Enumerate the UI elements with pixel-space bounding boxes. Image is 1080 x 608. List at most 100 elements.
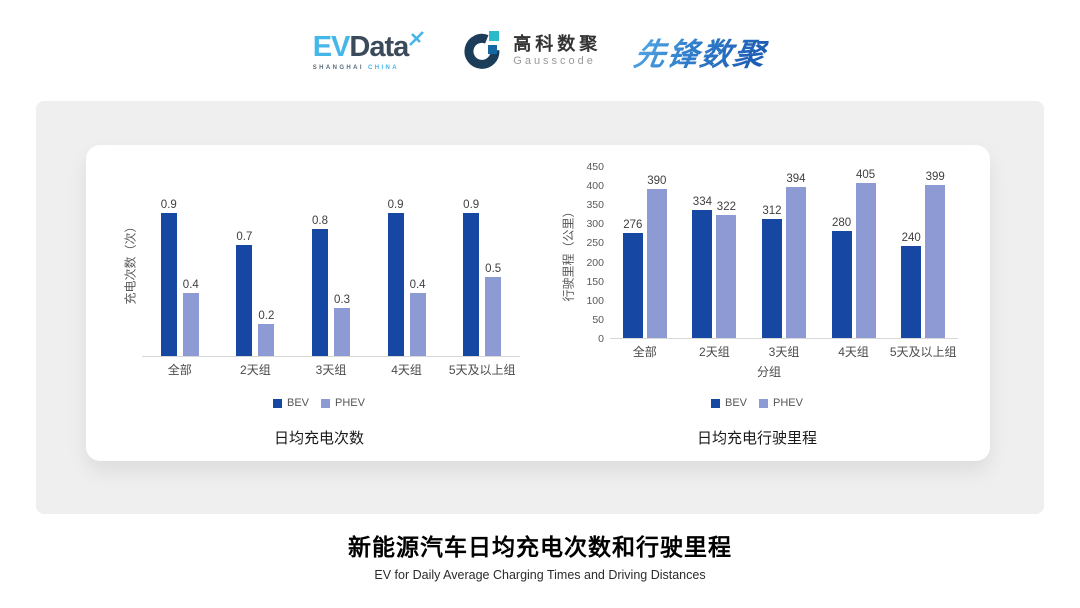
- bar-column: 312: [761, 167, 782, 338]
- bar-value-label: 0.8: [311, 215, 328, 227]
- bar-column: 0.3: [333, 167, 350, 356]
- y-axis-title-wrap: 充电次数（次）: [118, 167, 142, 381]
- plot-area: 276 390 334 322 312 394 280 405 240 399: [610, 167, 958, 339]
- category-label: 2天组: [240, 362, 271, 377]
- bar-phev: [855, 183, 876, 338]
- bar-value-label: 394: [786, 173, 806, 185]
- bar-bev: [831, 231, 852, 338]
- legend-item-phev: PHEV: [759, 397, 803, 409]
- legend: BEV PHEV: [556, 397, 958, 409]
- bar-column: 0.9: [387, 167, 404, 356]
- bar-bev: [622, 233, 643, 338]
- phev-swatch-icon: [321, 398, 331, 408]
- bar-column: 405: [855, 167, 876, 338]
- bar-value-label: 322: [716, 201, 736, 213]
- bar-value-label: 0.7: [236, 231, 253, 243]
- bar-column: 240: [901, 167, 922, 338]
- bar-group: 0.9 0.5: [463, 167, 502, 356]
- bar-group: 334 322: [692, 167, 737, 338]
- legend-label-phev: PHEV: [335, 397, 365, 409]
- phev-swatch-icon: [759, 398, 769, 408]
- x-axis-labels: 全部 2天组 3天组 4天组 5天及以上组: [610, 339, 958, 363]
- sparkle-icon: [409, 31, 425, 46]
- bar-column: 0.8: [311, 167, 328, 356]
- category-label: 3天组: [768, 344, 800, 359]
- bar-phev: [785, 187, 806, 338]
- bar-value-label: 0.3: [333, 294, 350, 306]
- legend-label-phev: PHEV: [773, 397, 803, 409]
- gausscode-en-label: Gausscode: [513, 54, 596, 67]
- bar-column: 0.9: [463, 167, 480, 356]
- bar-bev: [463, 213, 480, 356]
- bar-group: 0.8 0.3: [311, 167, 350, 356]
- legend-label-bev: BEV: [287, 397, 310, 409]
- bar-group: 0.9 0.4: [160, 167, 199, 356]
- x-axis-title: 分组: [756, 365, 781, 379]
- evdata-logo-ev: EV: [312, 31, 351, 63]
- bar-column: 0.2: [258, 167, 275, 356]
- bar-phev: [258, 324, 275, 356]
- y-tick-label: 400: [586, 180, 604, 193]
- bar-bev: [387, 213, 404, 356]
- page-subtitle: EV for Daily Average Charging Times and …: [374, 568, 706, 582]
- bar-column: 0.4: [409, 167, 426, 356]
- chart-caption: 日均充电行驶里程: [696, 430, 817, 447]
- y-axis-title: 充电次数（次）: [123, 219, 138, 305]
- chart-daily-charging-times: 充电次数（次） 0.9 0.4 0.7 0.2 0.8 0.3 0.9 0.4 0.9 0.5 全…: [100, 167, 538, 461]
- gausscode-cn-label: 高科数聚: [513, 34, 602, 55]
- chart-caption: 日均充电次数: [273, 430, 364, 447]
- category-label: 5天及以上组: [448, 362, 516, 377]
- bar-column: 334: [692, 167, 713, 338]
- bar-value-label: 405: [855, 169, 876, 181]
- evdata-sub-china: CHINA: [368, 65, 399, 71]
- bar-bev: [761, 219, 782, 338]
- bar-column: 276: [622, 167, 643, 338]
- bar-value-label: 0.4: [409, 279, 426, 291]
- category-label: 4天组: [391, 362, 422, 377]
- bar-group: 276 390: [622, 167, 667, 338]
- legend: BEV PHEV: [118, 397, 520, 409]
- bar-column: 399: [925, 167, 946, 338]
- bar-phev: [182, 293, 199, 356]
- y-tick-label: 150: [586, 275, 604, 288]
- y-tick-label: 350: [586, 199, 604, 212]
- bar-phev: [409, 293, 426, 356]
- bar-column: 394: [785, 167, 806, 338]
- y-axis-title-wrap: 行驶里程（公里）: [556, 167, 580, 381]
- category-label: 全部: [167, 362, 192, 377]
- bar-value-label: 240: [901, 232, 921, 244]
- bar-value-label: 334: [692, 196, 712, 208]
- bar-bev: [901, 246, 922, 338]
- bar-column: 0.5: [485, 167, 502, 356]
- legend-item-phev: PHEV: [321, 397, 365, 409]
- y-tick-label: 200: [586, 256, 604, 269]
- category-label: 2天组: [699, 344, 730, 359]
- evdata-logo: EV Data SHANGHAI CHINA: [313, 31, 425, 71]
- bar-value-label: 0.9: [160, 199, 177, 211]
- bar-phev: [333, 308, 350, 356]
- y-tick-label: 300: [586, 218, 604, 231]
- bar-phev: [716, 215, 737, 338]
- category-label: 5天及以上组: [889, 344, 957, 359]
- legend-label-bev: BEV: [725, 397, 748, 409]
- bar-phev: [646, 189, 667, 338]
- bar-bev: [236, 245, 253, 356]
- bar-value-label: 0.5: [485, 263, 502, 275]
- bar-value-label: 0.2: [258, 310, 275, 322]
- bar-value-label: 0.9: [387, 199, 404, 211]
- bar-group: 0.9 0.4: [387, 167, 426, 356]
- y-tick-label: 50: [592, 313, 604, 326]
- bar-value-label: 312: [762, 205, 782, 217]
- bar-column: 0.7: [236, 167, 253, 356]
- chart-daily-driving-distance: 行驶里程（公里） 0 50 100 150 200 250 300 350 400 450 276…: [538, 161, 976, 461]
- category-label: 3天组: [315, 362, 347, 377]
- bar-column: 390: [646, 167, 667, 338]
- evdata-sub-shanghai: SHANGHAI: [312, 65, 364, 71]
- bar-group: 280 405: [831, 167, 876, 338]
- legend-item-bev: BEV: [711, 397, 747, 409]
- y-axis: 0 50 100 150 200 250 300 350 400 450: [580, 161, 610, 345]
- bar-bev: [160, 213, 177, 356]
- category-label: 4天组: [838, 344, 869, 359]
- bar-value-label: 390: [647, 175, 667, 187]
- page-footer: 新能源汽车日均充电次数和行驶里程 EV for Daily Average Ch…: [0, 528, 1080, 582]
